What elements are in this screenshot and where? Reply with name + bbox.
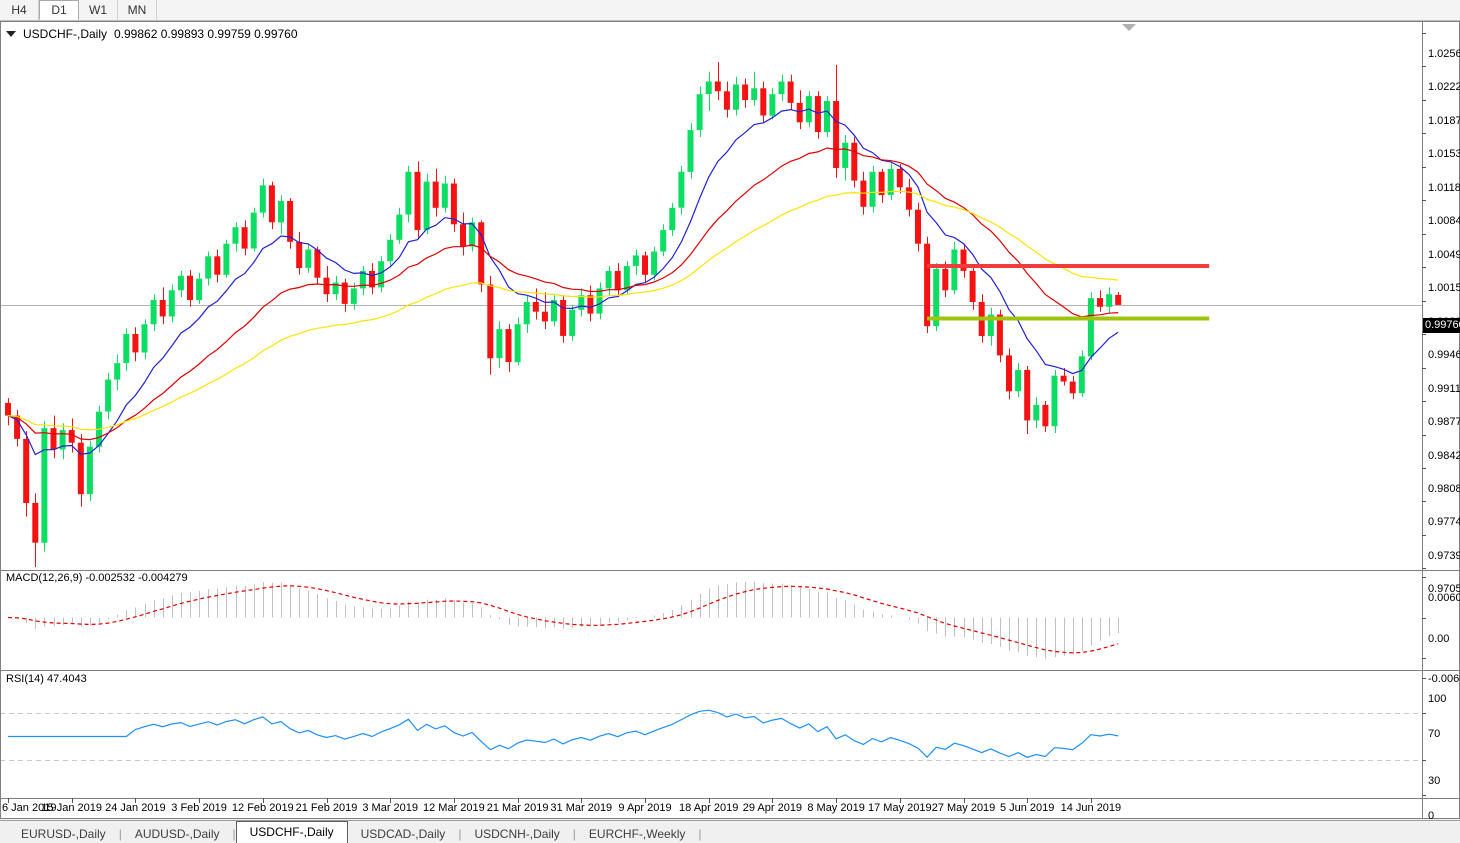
chart-window[interactable]: USDCHF-,Daily 0.99862 0.99893 0.99759 0.… bbox=[0, 21, 1460, 822]
rsi-axis-label: 30 bbox=[1428, 774, 1441, 787]
timeframe-button-w1[interactable]: W1 bbox=[79, 0, 118, 20]
chart-ohlc-values: 0.99862 0.99893 0.99759 0.99760 bbox=[114, 27, 298, 41]
time-axis-label: 27 May 2019 bbox=[931, 802, 996, 814]
ma-fast-line bbox=[7, 108, 1119, 456]
time-axis-label: 17 May 2019 bbox=[867, 802, 932, 814]
price-axis-label: 1.02560 bbox=[1428, 48, 1460, 60]
price-axis-label: 1.00490 bbox=[1428, 248, 1460, 261]
macd-axis-label: 0.00 bbox=[1428, 632, 1450, 645]
time-axis-label: 15 Jan 2019 bbox=[41, 802, 102, 814]
tab-separator: | bbox=[118, 827, 122, 841]
chart-canvas[interactable] bbox=[0, 21, 1460, 819]
timeframe-button-d1[interactable]: D1 bbox=[39, 0, 79, 20]
time-axis-label: 24 Jan 2019 bbox=[105, 802, 166, 814]
time-axis-label: 3 Feb 2019 bbox=[171, 802, 227, 814]
macd-axis-label: 0.006058 bbox=[1428, 592, 1460, 604]
time-axis-label: 21 Feb 2019 bbox=[295, 802, 358, 814]
time-axis-label: 6 Jan 2019 bbox=[2, 802, 57, 814]
chart-symbol: USDCHF-,Daily bbox=[23, 27, 107, 41]
rsi-axis-label: 70 bbox=[1428, 728, 1441, 741]
price-axis-label: 1.02220 bbox=[1428, 81, 1460, 93]
rsi-axis-label: 0 bbox=[1428, 810, 1435, 822]
symbol-tab-usdchf[interactable]: USDCHF-,Daily bbox=[235, 821, 348, 843]
symbol-tab-usdcad[interactable]: USDCAD-,Daily bbox=[360, 827, 446, 841]
rsi-indicator-label: RSI(14) 47.4043 bbox=[6, 673, 87, 685]
chart-title: USDCHF-,Daily 0.99862 0.99893 0.99759 0.… bbox=[6, 27, 298, 41]
chart-background bbox=[0, 21, 1460, 819]
rsi-line bbox=[8, 709, 1119, 758]
time-axis-label: 5 Jun 2019 bbox=[999, 802, 1055, 814]
tab-separator: | bbox=[232, 827, 236, 841]
time-axis-label: 18 Apr 2019 bbox=[679, 802, 739, 814]
time-axis-label: 21 Mar 2019 bbox=[486, 802, 549, 814]
time-axis-label: 29 Apr 2019 bbox=[742, 802, 803, 814]
price-axis-label: 1.00840 bbox=[1428, 215, 1460, 227]
price-axis-label: 1.01530 bbox=[1428, 148, 1460, 160]
current-price-badge: 0.99760 bbox=[1423, 317, 1460, 333]
time-axis-label: 31 Mar 2019 bbox=[550, 802, 613, 814]
price-axis-label: 1.01870 bbox=[1428, 114, 1460, 127]
time-axis-label: 3 Mar 2019 bbox=[362, 802, 419, 814]
time-axis-label: 14 Jun 2019 bbox=[1060, 802, 1122, 814]
symbol-tab-eurusd[interactable]: EURUSD-,Daily bbox=[21, 827, 106, 841]
timeframe-button-h4[interactable]: H4 bbox=[0, 0, 39, 20]
chart-shift-marker-icon[interactable] bbox=[1122, 24, 1136, 31]
ma-mid-line bbox=[7, 147, 1119, 441]
macd-histogram bbox=[17, 581, 1119, 660]
symbol-tab-usdcnh[interactable]: USDCNH-,Daily bbox=[474, 827, 560, 841]
timeframe-button-mn[interactable]: MN bbox=[118, 0, 157, 20]
macd-indicator-label: MACD(12,26,9) -0.002532 -0.004279 bbox=[6, 572, 188, 584]
time-axis-label: 9 Apr 2019 bbox=[618, 802, 672, 814]
ma-slow-line bbox=[7, 190, 1119, 431]
tab-separator: | bbox=[572, 827, 576, 841]
time-axis-label: 8 May 2019 bbox=[807, 802, 865, 814]
time-axis-label: 12 Feb 2019 bbox=[231, 802, 294, 814]
symbol-tab-eurchf[interactable]: EURCHF-,Weekly bbox=[588, 827, 686, 841]
rsi-axis-label: 100 bbox=[1428, 693, 1447, 705]
symbol-tab-audusd[interactable]: AUDUSD-,Daily bbox=[134, 827, 220, 841]
tab-separator: | bbox=[458, 827, 462, 841]
timeframe-toolbar: H4 D1 W1 MN bbox=[0, 0, 1460, 21]
macd-axis-label: -0.006091 bbox=[1428, 673, 1460, 686]
price-axis-label: 1.01180 bbox=[1428, 181, 1460, 194]
tab-separator: | bbox=[698, 827, 702, 841]
time-axis-label: 12 Mar 2019 bbox=[423, 802, 485, 814]
symbol-tab-bar: EURUSD-,Daily | AUDUSD-,Daily | USDCHF-,Dail… bbox=[0, 820, 1460, 843]
symbol-dropdown-icon[interactable] bbox=[6, 31, 16, 37]
